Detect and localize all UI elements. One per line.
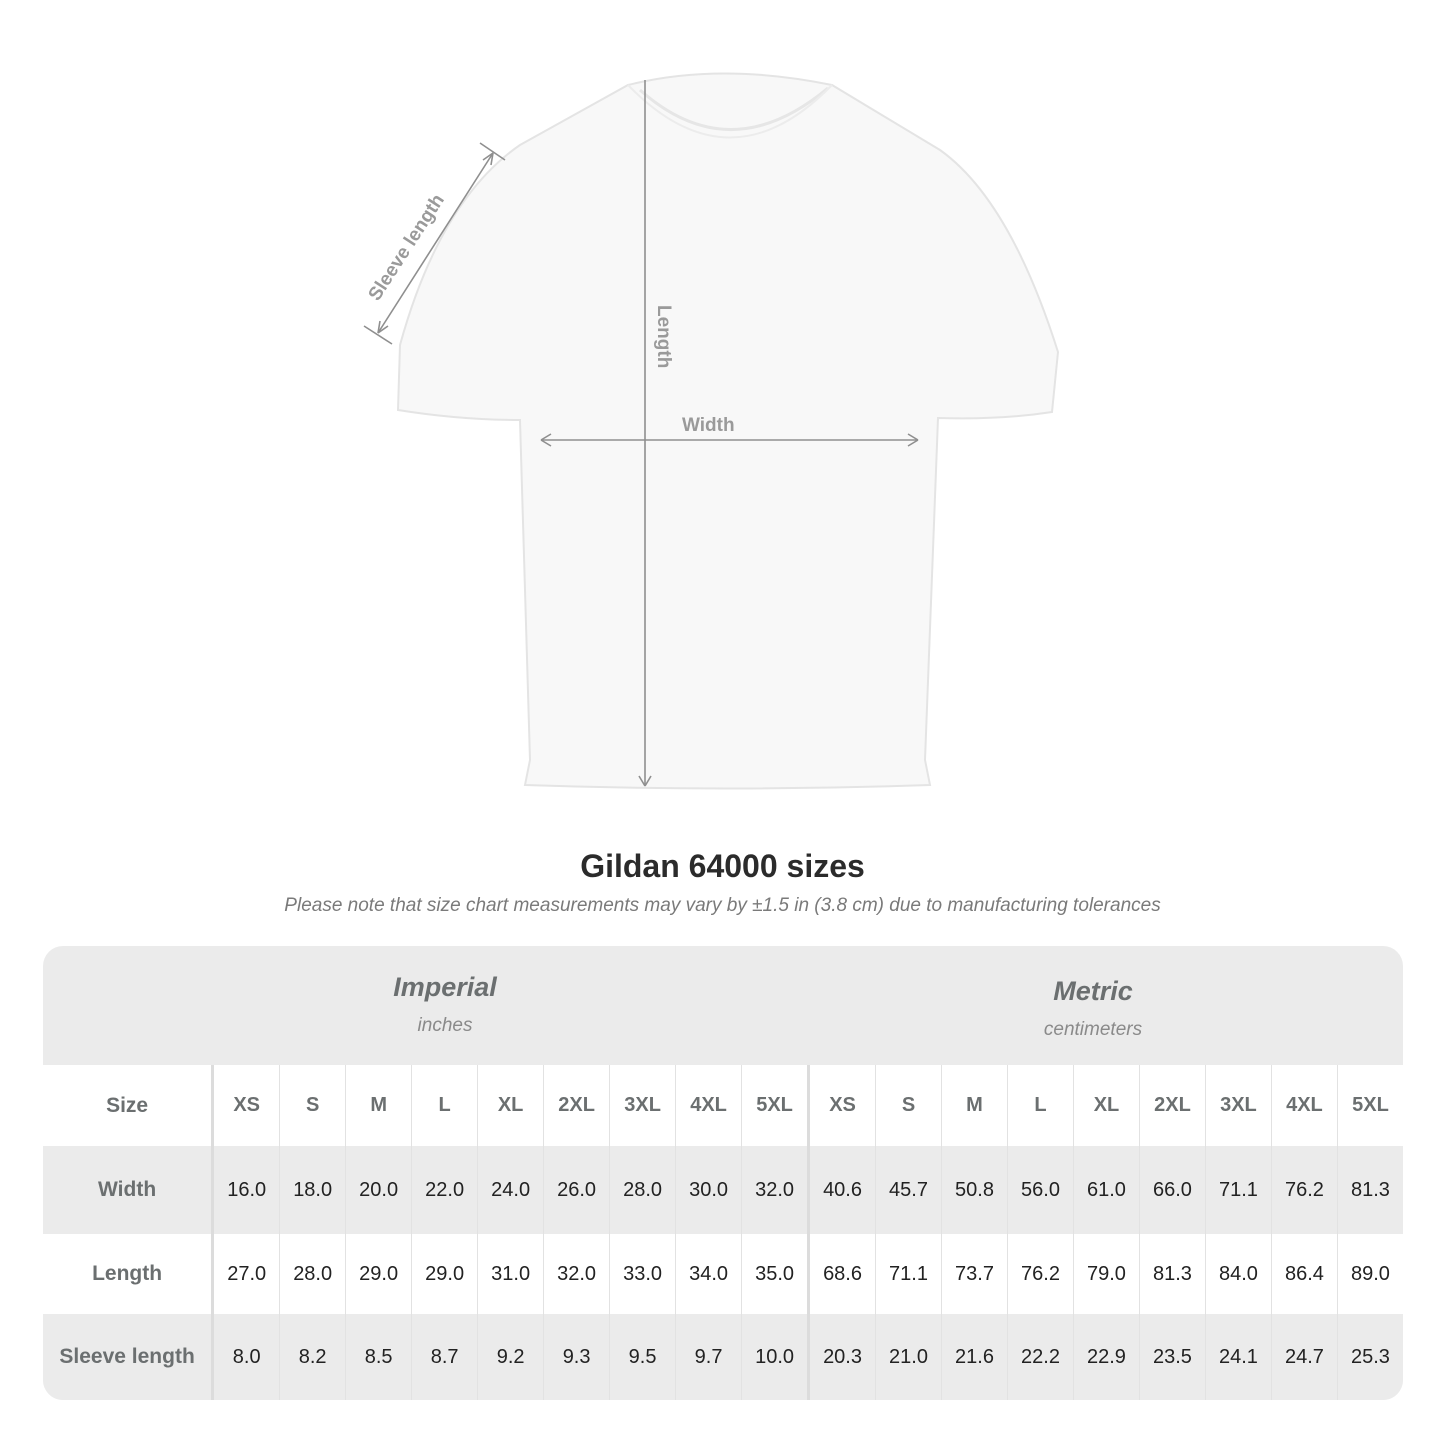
metric-value: 24.1	[1204, 1314, 1272, 1400]
imperial-value: 8.0	[211, 1314, 280, 1400]
imperial-value: 29.0	[411, 1234, 478, 1314]
imperial-title: Imperial	[393, 972, 497, 1002]
imperial-value: 31.0	[477, 1234, 544, 1314]
length-label: Length	[653, 305, 674, 368]
metric-value: 40.6	[807, 1146, 876, 1234]
size-header-imperial: XS	[211, 1065, 280, 1146]
metric-value: 76.2	[1270, 1146, 1338, 1234]
imperial-value: 33.0	[609, 1234, 676, 1314]
metric-title: Metric	[1053, 976, 1133, 1006]
size-header-metric: L	[1007, 1065, 1074, 1146]
width-label: Width	[682, 415, 735, 436]
metric-value: 56.0	[1007, 1146, 1074, 1234]
size-chart: Imperial inches Metric centimeters Size X…	[43, 946, 1403, 1400]
size-header-metric: S	[875, 1065, 942, 1146]
imperial-value: 30.0	[675, 1146, 742, 1234]
imperial-value: 24.0	[477, 1146, 544, 1234]
imperial-value: 35.0	[741, 1234, 809, 1314]
metric-value: 76.2	[1007, 1234, 1074, 1314]
metric-value: 21.6	[941, 1314, 1008, 1400]
imperial-value: 29.0	[345, 1234, 412, 1314]
imperial-value: 26.0	[543, 1146, 610, 1234]
size-header-metric: 4XL	[1270, 1065, 1338, 1146]
size-header-imperial: S	[279, 1065, 346, 1146]
row-label: Length	[43, 1234, 213, 1314]
metric-value: 71.1	[1204, 1146, 1272, 1234]
tshirt-diagram: Sleeve length Length Width	[363, 72, 1060, 790]
metric-value: 73.7	[941, 1234, 1008, 1314]
imperial-value: 18.0	[279, 1146, 346, 1234]
size-header-imperial: 4XL	[675, 1065, 742, 1146]
row-label: Width	[43, 1146, 213, 1234]
imperial-value: 16.0	[211, 1146, 280, 1234]
page-title: Gildan 64000 sizes	[580, 848, 865, 884]
metric-value: 20.3	[807, 1314, 876, 1400]
metric-value: 66.0	[1138, 1146, 1206, 1234]
size-label: Size	[43, 1065, 213, 1146]
table-row: Sleeve length 8.0 8.2 8.5 8.7 9.2 9.3 9.5 9.7 10.…	[43, 1314, 1403, 1400]
imperial-value: 9.5	[609, 1314, 676, 1400]
size-header-imperial: XL	[477, 1065, 544, 1146]
metric-value: 25.3	[1336, 1314, 1403, 1400]
imperial-value: 8.5	[345, 1314, 412, 1400]
metric-header: Metric centimeters	[863, 950, 1323, 1067]
size-header-row: Size XS S M L XL 2XL 3XL 4XL 5XL XS S M L XL 2XL 3XL 4XL 5…	[43, 1065, 1403, 1146]
size-header-metric: 5XL	[1336, 1065, 1403, 1146]
size-header-imperial: 2XL	[543, 1065, 610, 1146]
table-row: Length 27.0 28.0 29.0 29.0 31.0 32.0 33.0 34.0 35…	[43, 1234, 1403, 1314]
metric-value: 22.2	[1007, 1314, 1074, 1400]
imperial-value: 32.0	[543, 1234, 610, 1314]
metric-value: 79.0	[1072, 1234, 1140, 1314]
size-table: Size XS S M L XL 2XL 3XL 4XL 5XL XS S M L XL 2XL 3XL 4XL 5…	[43, 1065, 1403, 1400]
imperial-value: 22.0	[411, 1146, 478, 1234]
size-header-metric: 3XL	[1204, 1065, 1272, 1146]
metric-value: 24.7	[1270, 1314, 1338, 1400]
tolerance-note: Please note that size chart measurements…	[284, 895, 1161, 916]
row-label: Sleeve length	[43, 1314, 213, 1400]
imperial-value: 8.2	[279, 1314, 346, 1400]
metric-value: 45.7	[875, 1146, 942, 1234]
imperial-value: 28.0	[609, 1146, 676, 1234]
imperial-value: 9.7	[675, 1314, 742, 1400]
size-header-imperial: 3XL	[609, 1065, 676, 1146]
size-header-metric: 2XL	[1138, 1065, 1206, 1146]
size-header-imperial: L	[411, 1065, 478, 1146]
metric-unit: centimeters	[1043, 1019, 1143, 1040]
size-header-metric: M	[941, 1065, 1008, 1146]
metric-value: 61.0	[1072, 1146, 1140, 1234]
metric-value: 21.0	[875, 1314, 942, 1400]
imperial-unit: inches	[417, 1015, 473, 1036]
metric-value: 71.1	[875, 1234, 942, 1314]
imperial-value: 27.0	[211, 1234, 280, 1314]
metric-value: 84.0	[1204, 1234, 1272, 1314]
metric-value: 22.9	[1072, 1314, 1140, 1400]
metric-value: 81.3	[1138, 1234, 1206, 1314]
metric-value: 50.8	[941, 1146, 1008, 1234]
imperial-value: 10.0	[741, 1314, 809, 1400]
tshirt-image	[396, 72, 1060, 790]
table-row: Width 16.0 18.0 20.0 22.0 24.0 26.0 28.0 30.0 32.…	[43, 1146, 1403, 1234]
imperial-header: Imperial inches	[215, 946, 675, 1063]
size-header-imperial: M	[345, 1065, 412, 1146]
metric-value: 68.6	[807, 1234, 876, 1314]
imperial-value: 28.0	[279, 1234, 346, 1314]
size-header-metric: XS	[807, 1065, 876, 1146]
size-header-metric: XL	[1072, 1065, 1140, 1146]
imperial-value: 9.2	[477, 1314, 544, 1400]
imperial-value: 9.3	[543, 1314, 610, 1400]
metric-value: 81.3	[1336, 1146, 1403, 1234]
imperial-value: 8.7	[411, 1314, 478, 1400]
imperial-value: 32.0	[741, 1146, 809, 1234]
metric-value: 89.0	[1336, 1234, 1403, 1314]
metric-value: 23.5	[1138, 1314, 1206, 1400]
imperial-value: 20.0	[345, 1146, 412, 1234]
size-header-imperial: 5XL	[741, 1065, 809, 1146]
metric-value: 86.4	[1270, 1234, 1338, 1314]
imperial-value: 34.0	[675, 1234, 742, 1314]
